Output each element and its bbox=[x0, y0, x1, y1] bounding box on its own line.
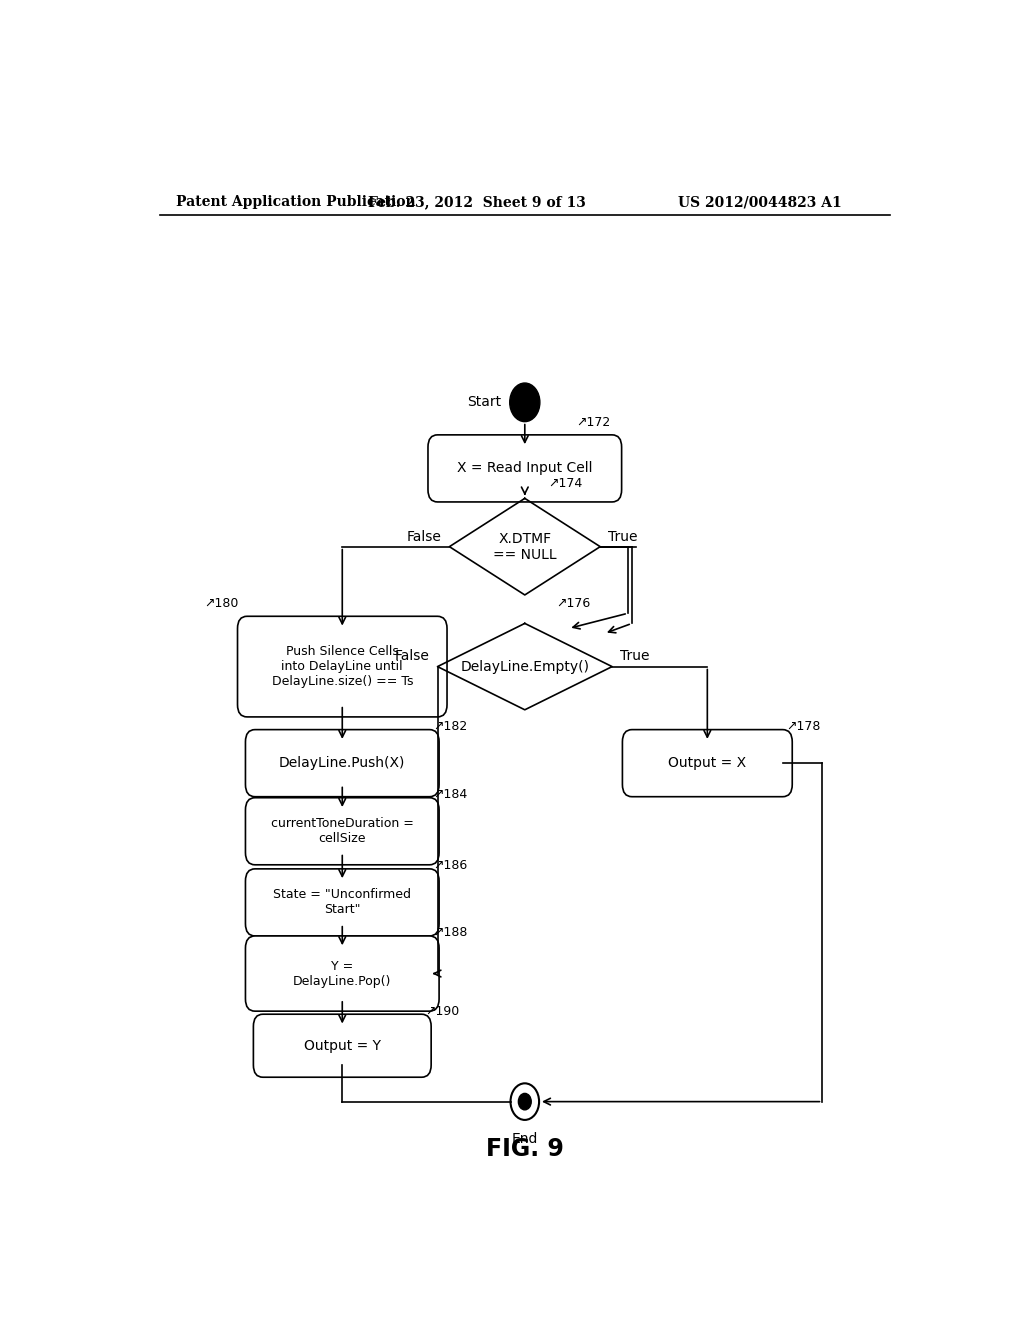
Text: US 2012/0044823 A1: US 2012/0044823 A1 bbox=[679, 195, 842, 209]
Text: Output = Y: Output = Y bbox=[304, 1039, 381, 1053]
Polygon shape bbox=[437, 623, 612, 710]
FancyBboxPatch shape bbox=[246, 730, 439, 797]
Text: ↗182: ↗182 bbox=[433, 721, 468, 733]
FancyBboxPatch shape bbox=[238, 616, 447, 717]
Text: ↗184: ↗184 bbox=[433, 788, 468, 801]
Text: ↗172: ↗172 bbox=[577, 416, 610, 429]
Text: ↗180: ↗180 bbox=[205, 597, 240, 610]
FancyBboxPatch shape bbox=[246, 869, 439, 936]
Circle shape bbox=[518, 1093, 531, 1110]
Text: FIG. 9: FIG. 9 bbox=[485, 1138, 564, 1162]
FancyBboxPatch shape bbox=[253, 1014, 431, 1077]
Text: X.DTMF
== NULL: X.DTMF == NULL bbox=[493, 532, 557, 562]
Text: Start: Start bbox=[467, 395, 501, 409]
Text: True: True bbox=[608, 529, 638, 544]
Text: ↗178: ↗178 bbox=[786, 721, 821, 733]
Text: Feb. 23, 2012  Sheet 9 of 13: Feb. 23, 2012 Sheet 9 of 13 bbox=[369, 195, 586, 209]
FancyBboxPatch shape bbox=[428, 434, 622, 502]
Text: End: End bbox=[512, 1133, 538, 1146]
Text: DelayLine.Push(X): DelayLine.Push(X) bbox=[280, 756, 406, 770]
Text: DelayLine.Empty(): DelayLine.Empty() bbox=[461, 660, 589, 673]
Circle shape bbox=[510, 383, 540, 421]
Text: Y =
DelayLine.Pop(): Y = DelayLine.Pop() bbox=[293, 960, 391, 987]
FancyBboxPatch shape bbox=[623, 730, 793, 797]
Text: ↗174: ↗174 bbox=[549, 477, 583, 490]
Text: Push Silence Cells
into DelayLine until
DelayLine.size() == Ts: Push Silence Cells into DelayLine until … bbox=[271, 645, 413, 688]
FancyBboxPatch shape bbox=[246, 936, 439, 1011]
Text: ↗190: ↗190 bbox=[426, 1005, 460, 1018]
Text: X = Read Input Cell: X = Read Input Cell bbox=[457, 462, 593, 475]
Text: True: True bbox=[620, 649, 649, 664]
Text: False: False bbox=[407, 529, 441, 544]
Polygon shape bbox=[450, 499, 600, 595]
Text: State = "Unconfirmed
Start": State = "Unconfirmed Start" bbox=[273, 888, 412, 916]
Text: ↗176: ↗176 bbox=[557, 597, 591, 610]
Text: ↗186: ↗186 bbox=[433, 859, 468, 873]
FancyBboxPatch shape bbox=[246, 797, 439, 865]
Text: currentToneDuration =
cellSize: currentToneDuration = cellSize bbox=[270, 817, 414, 845]
Text: ↗188: ↗188 bbox=[433, 927, 468, 940]
Text: Output = X: Output = X bbox=[669, 756, 746, 770]
Text: Patent Application Publication: Patent Application Publication bbox=[176, 195, 416, 209]
Text: False: False bbox=[394, 649, 430, 664]
